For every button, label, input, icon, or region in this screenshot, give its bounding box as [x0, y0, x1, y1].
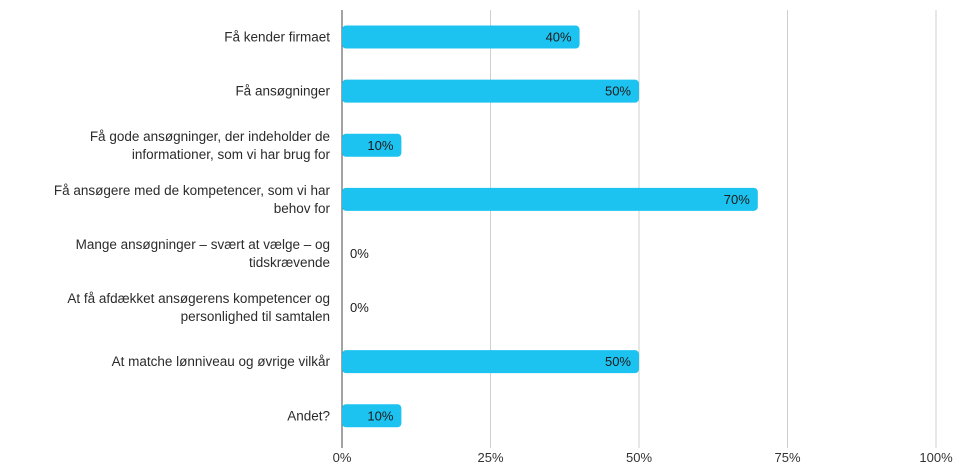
category-label: Få ansøgere med de kompetencer, som vi h…	[54, 183, 331, 198]
bar	[342, 79, 639, 103]
x-axis-ticks: 0% 25% 50% 75% 100%	[333, 450, 953, 465]
bar-value-label: 10%	[367, 138, 393, 153]
category-label: Få ansøgninger	[235, 84, 330, 99]
bar	[342, 133, 402, 157]
bar	[342, 404, 402, 428]
category-label: At matche lønniveau og øvrige vilkår	[112, 354, 331, 369]
category-label: behov for	[274, 201, 331, 216]
category-labels: Få kender firmaet Få ansøgninger Få gode a…	[54, 30, 331, 424]
bar-value-label: 40%	[546, 30, 572, 45]
category-label: Få kender firmaet	[224, 30, 330, 45]
x-tick-label: 25%	[477, 450, 503, 465]
bar	[342, 350, 639, 374]
grid-lines	[341, 10, 937, 448]
category-label: Andet?	[287, 408, 330, 423]
x-tick-label: 100%	[919, 450, 953, 465]
category-label: informationer, som vi har brug for	[132, 147, 331, 162]
category-label: Få gode ansøgninger, der indeholder de	[90, 129, 330, 144]
category-label: personlighed til samtalen	[181, 309, 330, 324]
bar-value-label: 0%	[350, 246, 369, 261]
x-tick-label: 75%	[774, 450, 800, 465]
bar-value-label: 70%	[724, 192, 750, 207]
bar	[342, 25, 580, 49]
x-tick-label: 50%	[626, 450, 652, 465]
category-label: tidskrævende	[249, 255, 330, 270]
bar-value-label: 50%	[605, 354, 631, 369]
bar	[342, 187, 758, 211]
bar-value-label: 10%	[367, 408, 393, 423]
bars: 40% 50% 10% 70% 0% 0% 50% 10%	[342, 25, 758, 428]
category-label: At få afdækket ansøgerens kompetencer og	[67, 291, 330, 306]
bar-value-label: 50%	[605, 84, 631, 99]
category-label: Mange ansøgninger – svært at vælge – og	[76, 237, 330, 252]
x-tick-label: 0%	[333, 450, 352, 465]
bar-value-label: 0%	[350, 300, 369, 315]
